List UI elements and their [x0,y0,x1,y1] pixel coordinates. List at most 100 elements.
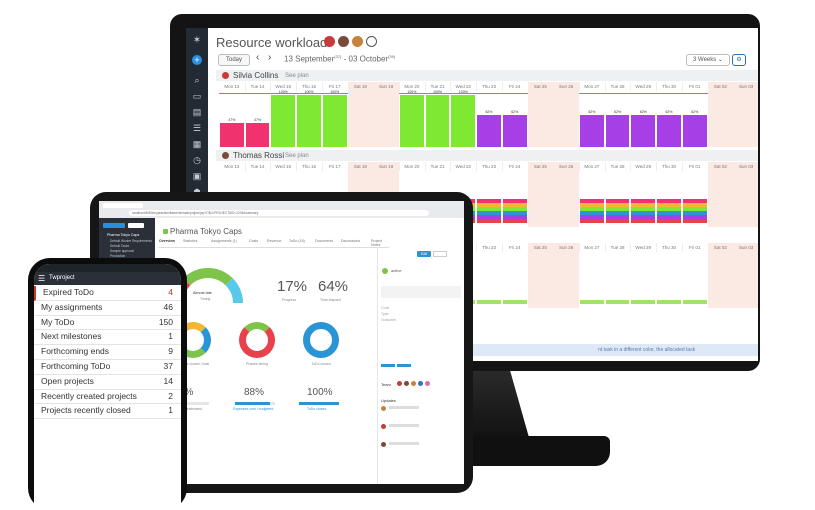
menu-button[interactable] [103,223,125,228]
workload-bar-segment[interactable] [502,219,527,223]
workload-bar-segment[interactable] [682,199,707,203]
tree-item[interactable]: Production [110,254,126,258]
workload-bar-segment[interactable] [657,199,681,203]
workload-bar[interactable] [297,95,321,147]
url-bar[interactable]: localhost:8080/mypractice/frame/emtask/p… [129,210,429,216]
period-select[interactable]: 3 Weeks ⌄ [686,54,730,66]
workload-bar-segment[interactable] [605,203,630,207]
dashboard-row[interactable]: Recently created projects 2 [34,390,181,405]
dashboard-row[interactable]: Next milestones 1 [34,330,181,346]
workload-bar[interactable] [271,95,296,147]
workload-bar-segment[interactable] [502,215,527,219]
browser-tab[interactable] [103,203,143,208]
workload-bar-segment[interactable] [477,215,501,219]
chevron-right-icon[interactable]: › [268,52,272,63]
workload-bar-segment[interactable] [477,219,501,223]
dashboard-row[interactable]: Open projects 14 [34,375,181,390]
dashboard-row[interactable]: My ToDo 150 [34,316,181,331]
workload-bar[interactable] [605,114,630,147]
workload-bar[interactable] [682,114,707,147]
notify-button[interactable] [433,251,447,257]
see-plan-link[interactable]: See plan [285,73,309,79]
search-input[interactable] [128,223,144,228]
avatar[interactable] [418,381,423,386]
tab-overview[interactable]: Overview [159,239,175,243]
workload-bar-segment[interactable] [657,203,681,207]
workload-bar-segment[interactable] [682,207,707,211]
tab-revenue[interactable]: Revenue [267,239,282,243]
dashboard-row[interactable]: Expired ToDo 4 [34,286,181,301]
workload-bar[interactable] [245,122,270,147]
tab-documents[interactable]: Documents [315,239,334,243]
calendar-icon[interactable]: ▣ [192,171,202,181]
gear-icon[interactable]: ⚙ [732,54,746,66]
avatar[interactable] [411,381,416,386]
dashboard-row[interactable]: Projects recently closed 1 [34,404,181,420]
chevron-left-icon[interactable]: ‹ [256,52,260,63]
menu-icon[interactable]: ☰ [38,274,46,283]
workload-bar[interactable] [657,114,681,147]
workload-bar[interactable] [631,300,656,304]
avatar[interactable] [324,36,335,47]
dashboard-row[interactable]: Forthcoming ToDo 37 [34,360,181,375]
workload-bar-segment[interactable] [657,207,681,211]
tab-todo-18-[interactable]: ToDo (18) [289,239,305,243]
workload-bar[interactable] [451,95,476,147]
workload-bar[interactable] [322,95,347,147]
add-person-icon[interactable] [366,36,377,47]
avatar[interactable] [404,381,409,386]
workload-bar-segment[interactable] [605,215,630,219]
tab-assignments-1-[interactable]: Assignments (1) [211,239,237,243]
tab-project-notes[interactable]: Project Notes [371,239,383,247]
workload-bar-segment[interactable] [605,219,630,223]
see-plan-link[interactable]: See plan [285,153,309,159]
avatar[interactable] [397,381,402,386]
workload-bar[interactable] [400,95,424,147]
workload-bar[interactable] [502,300,527,304]
dashboard-row[interactable]: My assignments 46 [34,301,181,316]
edit-button[interactable]: Edit [417,251,431,257]
clock-icon[interactable]: ◷ [193,155,201,165]
tree-item[interactable]: Pharma Tokyo Caps [107,233,140,237]
workload-bar[interactable] [631,114,656,147]
avatar[interactable] [425,381,430,386]
workload-bar-segment[interactable] [682,211,707,215]
search-icon[interactable]: ⌕ [194,75,200,85]
workload-bar-segment[interactable] [631,207,656,211]
tab-discussions[interactable]: Discussions [341,239,361,243]
avatar[interactable] [338,36,349,47]
workload-bar-segment[interactable] [631,203,656,207]
workload-bar[interactable] [477,114,501,147]
workload-bar[interactable] [477,300,501,304]
dashboard-row[interactable]: Forthcoming ends 9 [34,345,181,360]
tab-statistics[interactable]: Statistics [183,239,198,243]
workload-bar-segment[interactable] [631,199,656,203]
workload-bar-segment[interactable] [682,219,707,223]
workload-bar-segment[interactable] [605,199,630,203]
workload-bar-segment[interactable] [477,199,501,203]
workload-bar-segment[interactable] [580,219,604,223]
workload-bar-segment[interactable] [631,211,656,215]
workload-bar-segment[interactable] [682,203,707,207]
list-icon[interactable]: ☰ [192,123,202,133]
workload-bar-segment[interactable] [580,207,604,211]
workload-bar-segment[interactable] [657,219,681,223]
workload-bar-segment[interactable] [682,215,707,219]
workload-bar-segment[interactable] [605,211,630,215]
avatar[interactable] [352,36,363,47]
workload-bar[interactable] [502,114,527,147]
workload-bar-segment[interactable] [605,207,630,211]
workload-bar[interactable] [605,300,630,304]
workload-bar[interactable] [657,300,681,304]
folder-icon[interactable]: ▭ [192,91,202,101]
workload-bar-segment[interactable] [580,203,604,207]
workload-bar-segment[interactable] [502,199,527,203]
workload-bar-segment[interactable] [502,203,527,207]
workload-bar-segment[interactable] [580,199,604,203]
logo-icon[interactable]: ✶ [192,35,202,46]
workload-bar[interactable] [220,122,244,147]
workload-bar-segment[interactable] [477,203,501,207]
workload-bar-segment[interactable] [477,207,501,211]
workload-bar[interactable] [580,300,604,304]
workload-bar-segment[interactable] [580,211,604,215]
